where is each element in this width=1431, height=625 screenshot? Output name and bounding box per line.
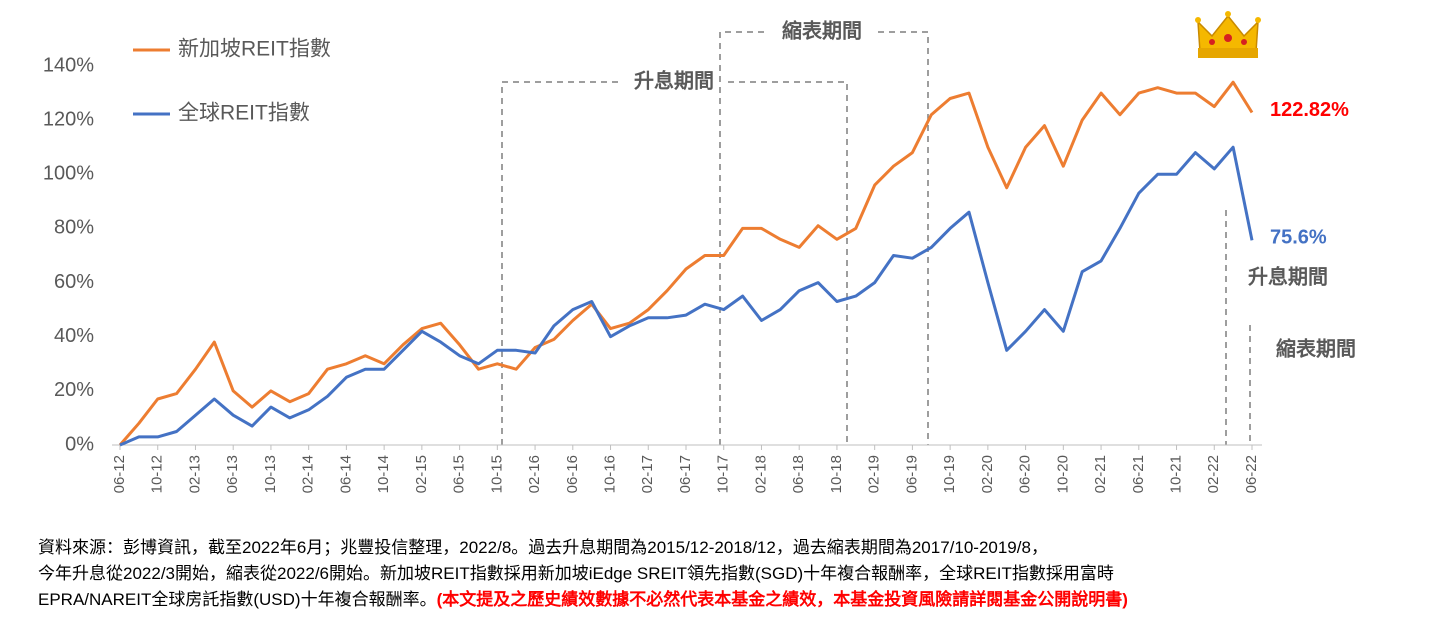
x-tick-label: 02-15 <box>413 455 430 493</box>
annotation: 縮表期間 <box>1276 336 1356 360</box>
x-tick-label: 10-16 <box>602 455 619 493</box>
x-tick-label: 02-13 <box>186 455 203 493</box>
y-tick-label: 120% <box>43 108 94 130</box>
x-tick-label: 10-20 <box>1054 455 1071 493</box>
note: 今年升息從2022/3開始，縮表從2022/6開始。新加坡REIT指數採用新加坡… <box>38 564 1114 583</box>
qt-box <box>719 31 929 445</box>
x-tick-label: 06-12 <box>111 455 128 493</box>
x-tick-label: 02-16 <box>526 455 543 493</box>
y-tick-label: 0% <box>65 433 94 455</box>
y-tick-label: 140% <box>43 54 94 76</box>
disclaimer: (本文提及之歷史績效數據不必然代表本基金之績效，本基金投資風險請詳閱基金公開說明… <box>437 589 1128 609</box>
x-tick-label: 06-15 <box>451 455 468 493</box>
x-tick-label: 10-21 <box>1168 455 1185 493</box>
annotation: 升息期間 <box>1248 264 1328 288</box>
x-tick-label: 06-14 <box>337 455 354 493</box>
x-tick-label: 10-13 <box>262 455 279 493</box>
y-tick-label: 40% <box>54 325 94 347</box>
x-tick-label: 06-13 <box>224 455 241 493</box>
x-tick-label: 06-22 <box>1243 455 1260 493</box>
legend-label: 新加坡REIT指數 <box>178 38 331 61</box>
crown-icon <box>1195 11 1261 58</box>
x-tick-label: 02-22 <box>1205 455 1222 493</box>
x-tick-label: 10-19 <box>941 455 958 493</box>
x-tick-label: 02-21 <box>1092 455 1109 493</box>
hike-box <box>501 81 848 445</box>
x-tick-label: 02-19 <box>866 455 883 493</box>
x-tick-label: 06-16 <box>564 455 581 493</box>
series-line <box>118 80 1254 446</box>
x-tick-label: 06-21 <box>1130 455 1147 493</box>
x-tick-label: 10-17 <box>715 455 732 493</box>
x-tick-label: 06-19 <box>903 455 920 493</box>
annotation: 升息期間 <box>634 68 714 92</box>
x-tick-label: 10-12 <box>149 455 166 493</box>
x-tick-label: 10-14 <box>375 455 392 493</box>
y-tick-label: 60% <box>54 271 94 293</box>
note: EPRA/NAREIT全球房託指數(USD)十年複合報酬率。(本文提及之歷史績效… <box>38 589 1128 609</box>
x-tick-label: 10-15 <box>488 455 505 493</box>
x-tick-label: 06-18 <box>790 455 807 493</box>
annotation: 縮表期間 <box>782 18 862 42</box>
y-tick-label: 100% <box>43 163 94 185</box>
x-tick-label: 10-18 <box>828 455 845 493</box>
series-line <box>119 145 1254 447</box>
legend-label: 全球REIT指數 <box>178 102 310 125</box>
value-label: 75.6% <box>1270 227 1327 249</box>
x-tick-label: 06-17 <box>677 455 694 493</box>
x-tick-label: 02-18 <box>752 455 769 493</box>
x-tick-label: 06-20 <box>1017 455 1034 493</box>
note: 資料來源：彭博資訊，截至2022年6月；兆豐投信整理，2022/8。過去升息期間… <box>38 538 1048 557</box>
y-tick-label: 80% <box>54 217 94 239</box>
x-tick-label: 02-17 <box>639 455 656 493</box>
x-tick-label: 02-20 <box>979 455 996 493</box>
x-tick-label: 02-14 <box>300 455 317 493</box>
note: EPRA/NAREIT全球房託指數(USD)十年複合報酬率。 <box>38 590 437 609</box>
y-tick-label: 20% <box>54 379 94 401</box>
value-label: 122.82% <box>1270 99 1349 121</box>
